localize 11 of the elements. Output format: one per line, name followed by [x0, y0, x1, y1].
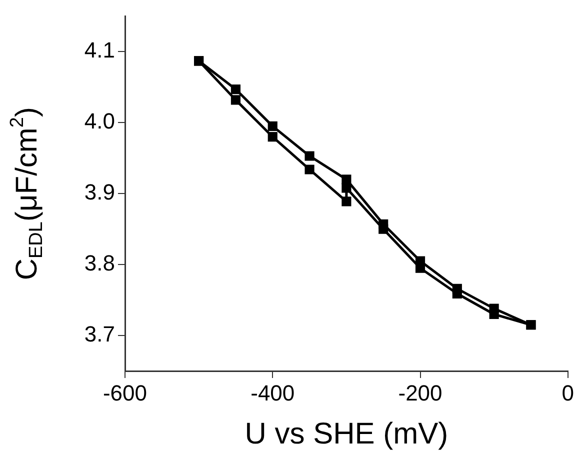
x-tick-label: 0 [562, 380, 574, 406]
y-axis-title: CEDL(μF/cm2) [7, 107, 48, 280]
x-tick-label: -400 [250, 380, 295, 406]
y-tick-label: 4.0 [84, 108, 115, 134]
x-tick-label: -200 [398, 380, 442, 406]
y-tick-label: 3.8 [84, 250, 115, 276]
x-tick-label: -600 [102, 380, 148, 406]
x-axis-title: U vs SHE (mV) [244, 417, 448, 450]
y-tick-label: 3.9 [84, 180, 115, 205]
y-tick-label: 3.7 [84, 322, 115, 347]
y-tick-label: 4.1 [84, 38, 115, 63]
